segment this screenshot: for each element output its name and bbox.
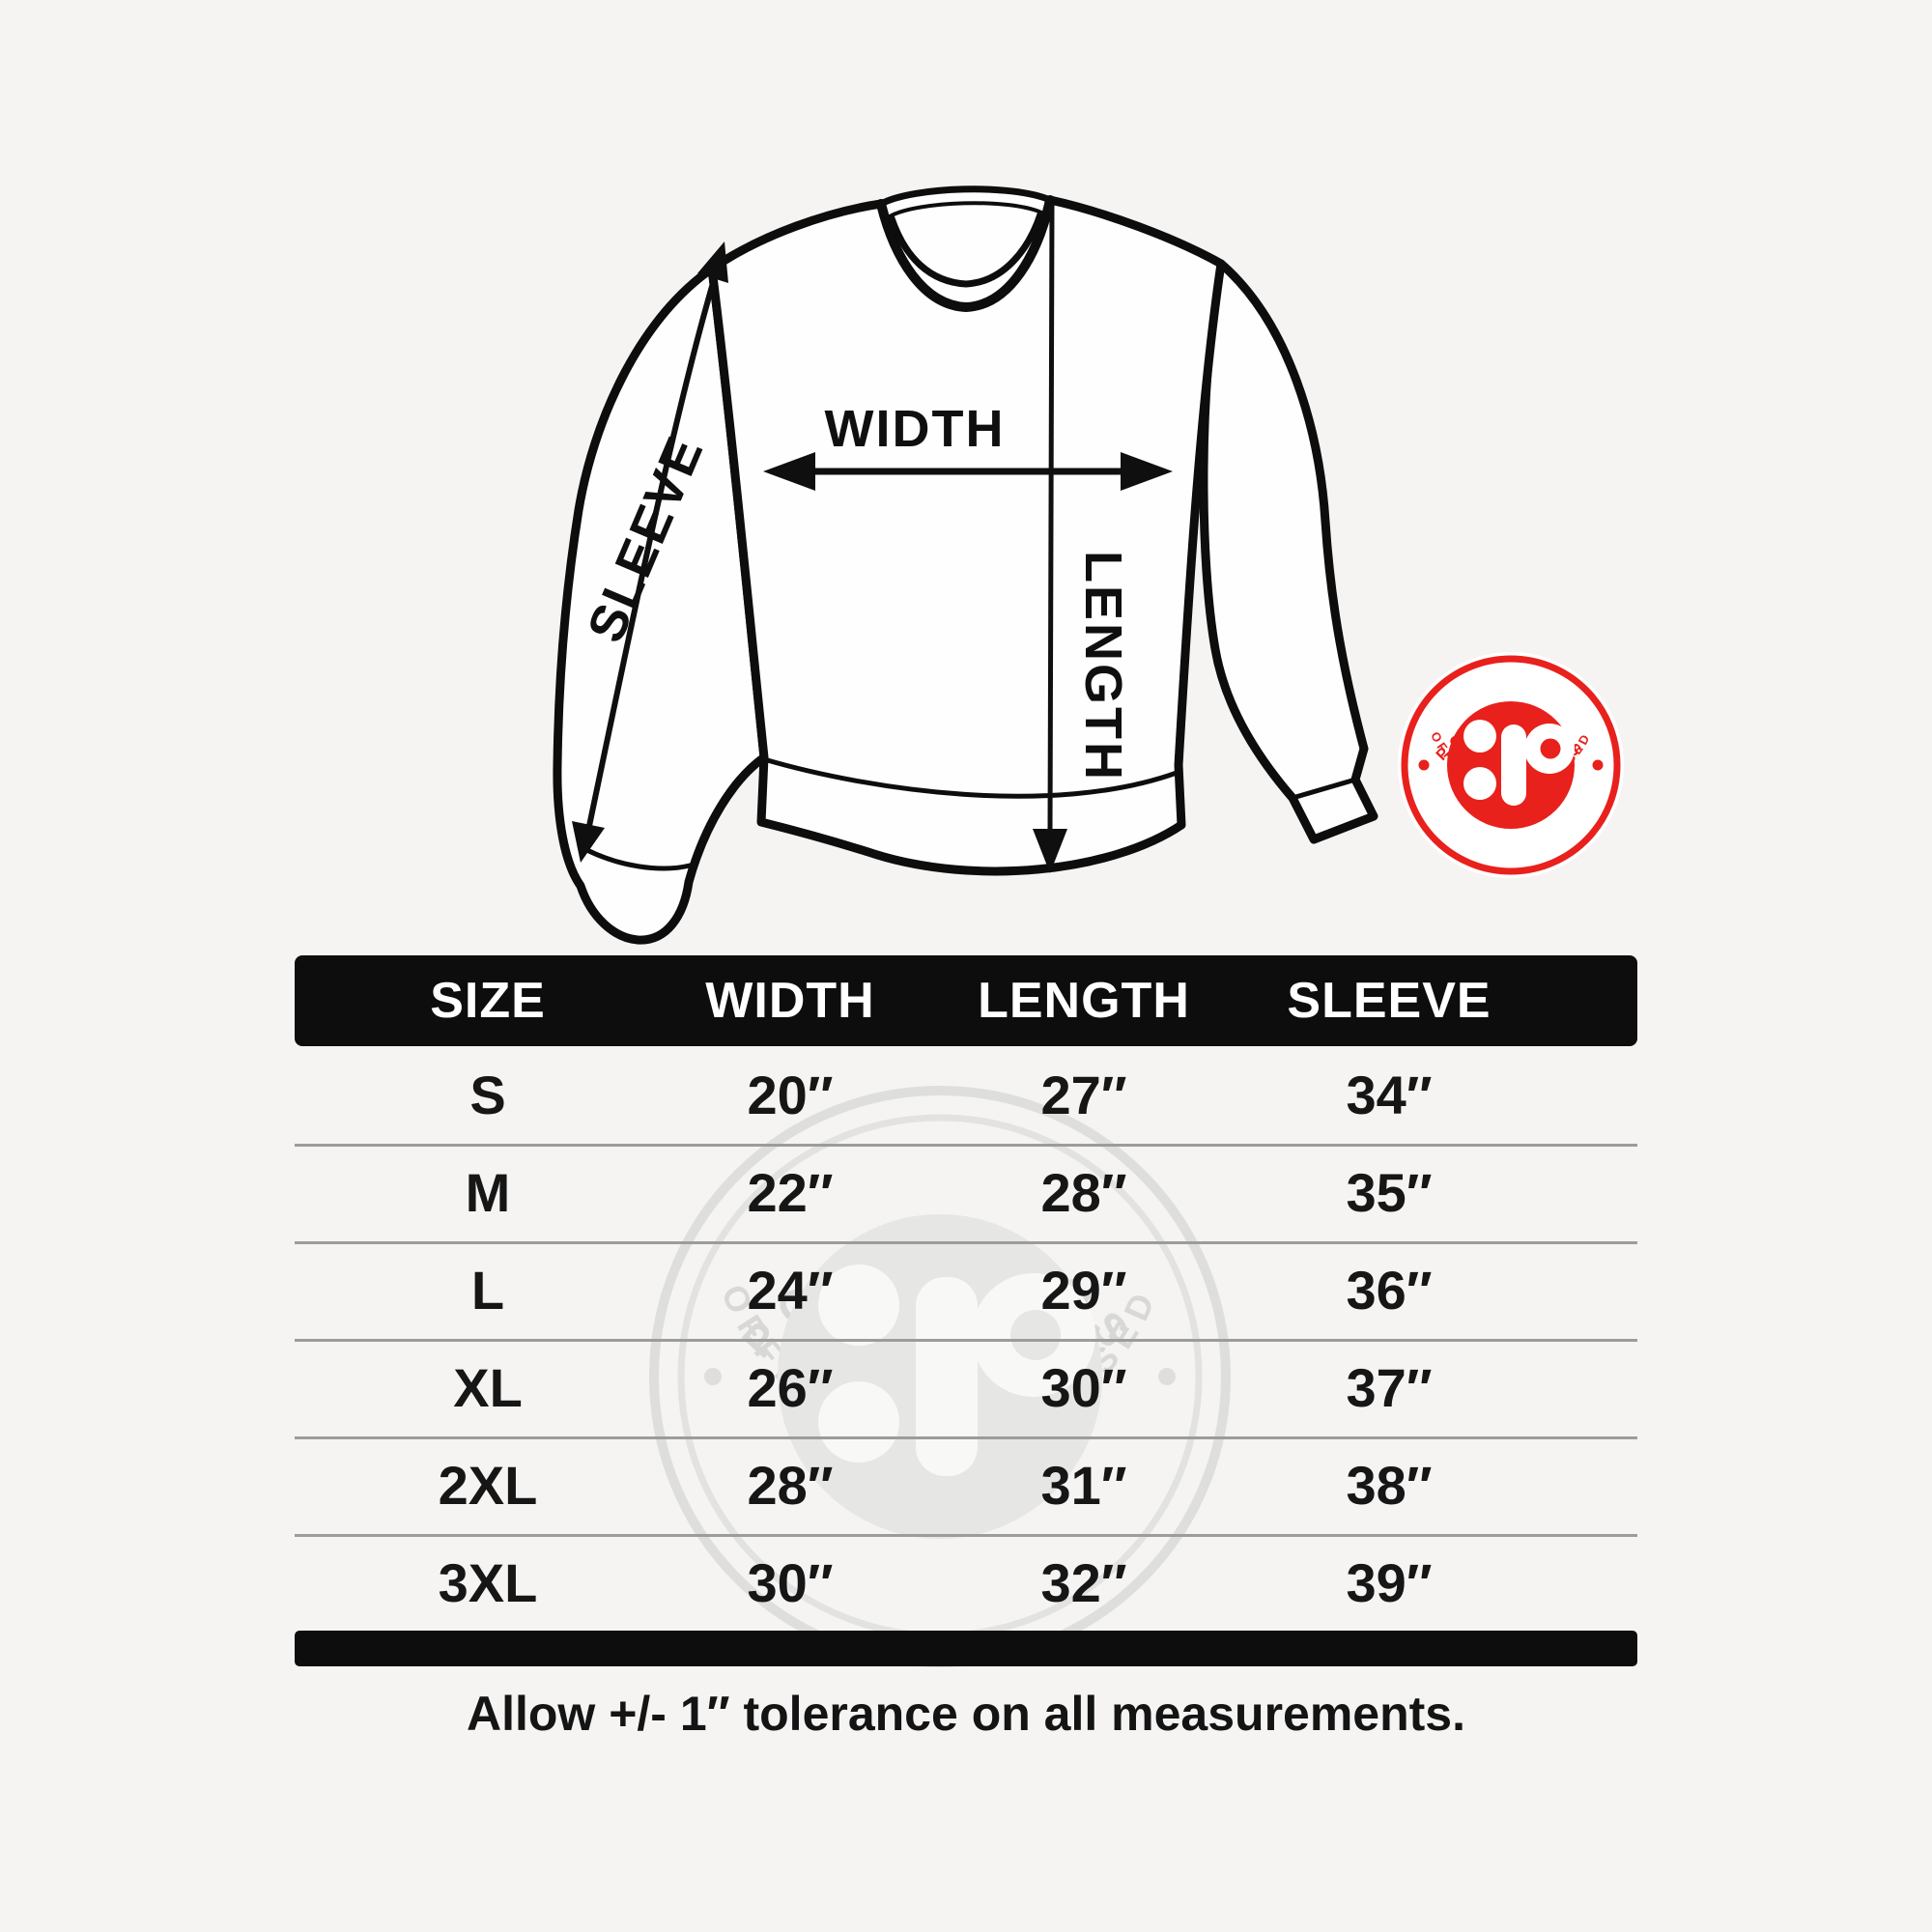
- collar-back-line-icon: [877, 185, 1054, 208]
- table-row: XL 26″ 30″ 37″: [295, 1339, 1637, 1436]
- table-row: M 22″ 28″ 35″: [295, 1144, 1637, 1241]
- sleeve-cell: 37″: [1346, 1357, 1433, 1418]
- table-row: L 24″ 29″ 36″: [295, 1241, 1637, 1339]
- sleeve-cell: 35″: [1346, 1162, 1433, 1223]
- length-cell: 28″: [1040, 1162, 1127, 1223]
- header-width: WIDTH: [705, 973, 875, 1029]
- row-divider: [295, 1144, 1637, 1147]
- width-cell: 30″: [747, 1552, 834, 1613]
- length-cell: 32″: [1040, 1552, 1127, 1613]
- table-row: 2XL 28″ 31″ 38″: [295, 1436, 1637, 1534]
- collar-icon: [881, 188, 1050, 307]
- right-sleeve-icon: [1199, 259, 1378, 844]
- table-row: S 20″ 27″ 34″: [295, 1046, 1637, 1144]
- header-size: SIZE: [430, 973, 546, 1029]
- right-cuff-seam-icon: [1290, 777, 1358, 801]
- tolerance-note: Allow +/- 1″ tolerance on all measuremen…: [466, 1687, 1465, 1741]
- row-divider: [295, 1339, 1637, 1342]
- width-cell: 26″: [747, 1357, 834, 1418]
- width-arrow-icon: [763, 452, 1173, 491]
- width-label: WIDTH: [825, 400, 1006, 458]
- hem-seam-icon: [761, 756, 1179, 799]
- badge-monogram-icon: [1447, 701, 1575, 829]
- length-cell: 31″: [1040, 1455, 1127, 1516]
- row-divider: [295, 1241, 1637, 1244]
- officially-licensed-badge: POPHUMANS OFFICIALLY LICENSED: [1398, 652, 1624, 878]
- width-cell: 24″: [747, 1260, 834, 1321]
- header-sleeve: SLEEVE: [1287, 973, 1492, 1029]
- watermark-right-dot-icon: [1158, 1368, 1176, 1385]
- sleeve-arrow-icon: [572, 242, 728, 863]
- badge-right-dot-icon: [1592, 759, 1604, 771]
- table-footer-bar: [295, 1631, 1637, 1666]
- collar-inner-line-icon: [888, 211, 1044, 288]
- length-arrow-icon: [1033, 204, 1067, 873]
- length-cell: 27″: [1040, 1065, 1127, 1125]
- collar-back-inner-line-icon: [888, 201, 1043, 218]
- table-row: 3XL 30″ 32″ 39″: [295, 1534, 1637, 1632]
- row-divider: [295, 1534, 1637, 1537]
- size-cell: 2XL: [438, 1455, 538, 1516]
- brand-watermark-seal: POPHUMANS OFFICIALLY LICENSED: [649, 1086, 1231, 1667]
- size-cell: M: [465, 1162, 511, 1223]
- collar-outer-line-icon: [876, 195, 1055, 312]
- measurement-annotations: WIDTH LENGTH SLEEVE: [572, 204, 1173, 873]
- width-cell: 20″: [747, 1065, 834, 1125]
- header-length: LENGTH: [978, 973, 1190, 1029]
- width-cell: 22″: [747, 1162, 834, 1223]
- badge-left-dot-icon: [1418, 759, 1430, 771]
- sleeve-cell: 39″: [1346, 1552, 1433, 1613]
- length-cell: 29″: [1040, 1260, 1127, 1321]
- size-table: SIZE WIDTH LENGTH SLEEVE S 20″ 27″ 34″ M…: [295, 955, 1637, 1667]
- sleeve-cell: 38″: [1346, 1455, 1433, 1516]
- sleeve-cell: 36″: [1346, 1260, 1433, 1321]
- size-cell: S: [469, 1065, 506, 1125]
- length-cell: 30″: [1040, 1357, 1127, 1418]
- size-cell: L: [470, 1260, 505, 1321]
- sleeve-cell: 34″: [1346, 1065, 1433, 1125]
- length-label: LENGTH: [1074, 551, 1132, 782]
- table-header-bar: SIZE WIDTH LENGTH SLEEVE: [295, 955, 1637, 1046]
- width-cell: 28″: [747, 1455, 834, 1516]
- badge-ring-icon: [1401, 655, 1621, 875]
- size-cell: XL: [453, 1357, 523, 1418]
- row-divider: [295, 1436, 1637, 1439]
- watermark-left-dot-icon: [704, 1368, 722, 1385]
- sweatshirt-illustration: [553, 185, 1378, 945]
- watermark-monogram-icon: [778, 1214, 1102, 1539]
- left-cuff-seam-icon: [577, 843, 693, 871]
- size-cell: 3XL: [438, 1552, 538, 1613]
